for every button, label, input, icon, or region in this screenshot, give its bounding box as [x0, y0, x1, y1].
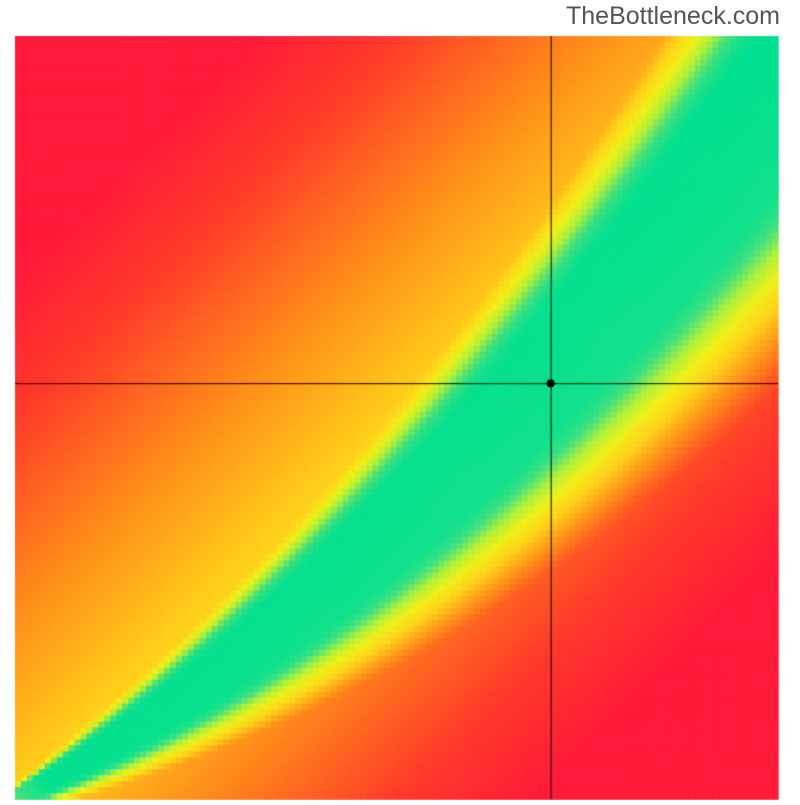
watermark-text: TheBottleneck.com	[566, 2, 780, 31]
heatmap-canvas	[0, 0, 800, 800]
heatmap-chart	[0, 0, 800, 805]
